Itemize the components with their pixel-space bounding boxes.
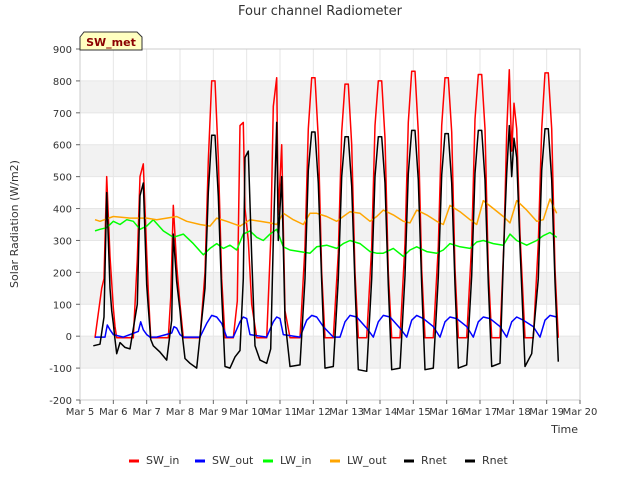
legend-item: SW_in	[129, 454, 179, 467]
y-tick-label: 300	[53, 236, 72, 247]
x-tick-label: Mar 16	[429, 407, 464, 418]
plot-frame	[79, 48, 581, 401]
y-tick-label: -100	[49, 364, 72, 375]
band--100	[80, 336, 580, 369]
x-tick-label: Mar 12	[296, 407, 331, 418]
legend-label: Rnet	[482, 454, 508, 467]
series-line-lw-in-2	[94, 218, 558, 258]
legend-label: Rnet	[421, 454, 447, 467]
y-tick-label: 500	[53, 173, 72, 184]
y-tick-label: 400	[53, 205, 72, 216]
x-tick-label: Mar 15	[396, 407, 431, 418]
x-tick-label: Mar 17	[463, 407, 498, 418]
band-300	[80, 208, 580, 241]
series-lines	[93, 68, 560, 373]
y-tick-label: 0	[66, 332, 72, 343]
legend-item: Rnet	[404, 454, 447, 467]
legend: SW_in SW_out LW_in LW_out Rnet Rnet	[129, 454, 508, 467]
series-line-rnet-4	[93, 121, 560, 373]
x-tick-label: Mar 11	[263, 407, 298, 418]
x-tick-label: Mar 14	[363, 407, 398, 418]
band-700	[80, 80, 580, 113]
x-tick-label: Mar 5	[66, 407, 94, 418]
x-tick-label: Mar 13	[329, 407, 364, 418]
x-tick-label: Mar 10	[229, 407, 264, 418]
y-tick-label: 600	[53, 141, 72, 152]
sw-met-badge: SW_met	[79, 31, 143, 51]
x-tick-label: Mar 18	[496, 407, 531, 418]
y-axis-label: Solar Radiation (W/m2)	[8, 160, 21, 288]
band-100	[80, 272, 580, 305]
legend-label: SW_out	[212, 454, 254, 467]
badge-label: SW_met	[86, 36, 136, 49]
legend-label: LW_in	[280, 454, 312, 467]
band-500	[80, 144, 580, 177]
series-line-sw-out-1	[95, 314, 557, 338]
y-tick-label: 800	[53, 77, 72, 88]
x-tick-label: Mar 19	[529, 407, 564, 418]
x-tick-label: Mar 6	[99, 407, 127, 418]
legend-item: LW_out	[330, 454, 387, 467]
series-line-lw-out-3	[94, 198, 558, 227]
x-tick-label: Mar 9	[199, 407, 227, 418]
y-tick-label: 200	[53, 268, 72, 279]
x-tick-label: Mar 20	[563, 407, 598, 418]
x-axis-label: Time	[550, 423, 578, 436]
badge-background	[79, 31, 143, 51]
legend-item: SW_out	[195, 454, 254, 467]
y-axis-ticks: -200 -100 0 100 200 300 400 500 600 700 800 900	[49, 45, 80, 407]
x-tick-label: Mar 8	[166, 407, 194, 418]
y-tick-label: 100	[53, 300, 72, 311]
x-tick-label: Mar 7	[132, 407, 160, 418]
legend-item: Rnet	[465, 454, 508, 467]
y-tick-label: -200	[49, 396, 72, 407]
legend-label: SW_in	[146, 454, 179, 467]
y-tick-label: 900	[53, 45, 72, 56]
y-tick-label: 700	[53, 109, 72, 120]
plot-bands	[80, 80, 580, 369]
legend-label: LW_out	[347, 454, 387, 467]
legend-item: LW_in	[263, 454, 312, 467]
chart-title: Four channel Radiometer	[238, 4, 403, 19]
